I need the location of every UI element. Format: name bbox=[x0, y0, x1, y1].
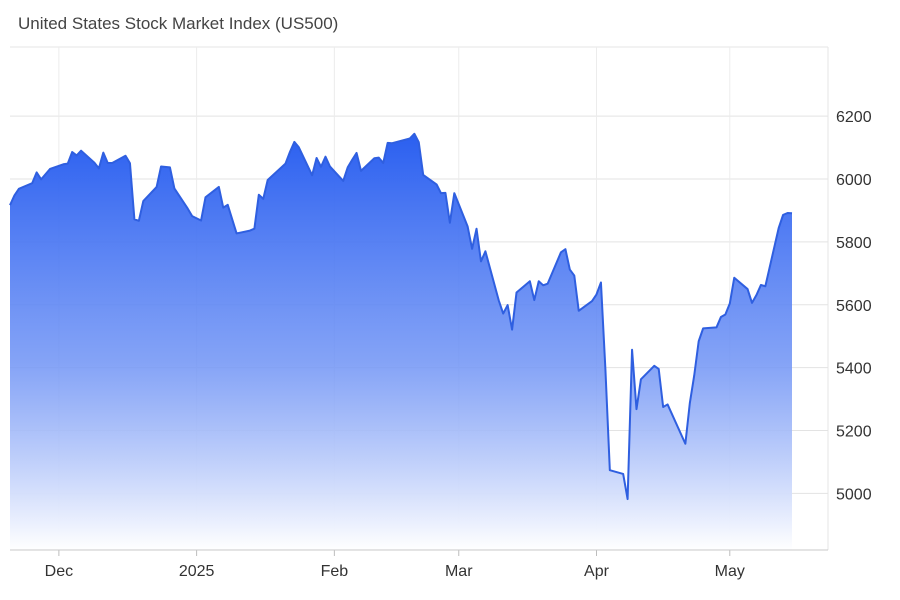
y-tick-label: 5600 bbox=[836, 298, 872, 315]
series-area-fill bbox=[10, 133, 792, 550]
series-line bbox=[9, 132, 793, 501]
y-tick-label: 5000 bbox=[836, 486, 872, 503]
x-tick-label: 2025 bbox=[179, 563, 215, 580]
axes: 5000 5200 5400 5600 5800 6000 6200 Dec 2025 Feb Ma… bbox=[10, 109, 872, 580]
x-tick-label: Mar bbox=[445, 563, 473, 580]
y-tick-label: 5200 bbox=[836, 424, 872, 441]
x-tick-label: Dec bbox=[45, 563, 73, 580]
x-tick-label: Apr bbox=[584, 563, 610, 580]
y-tick-label: 5800 bbox=[836, 235, 872, 252]
x-tick-label: Feb bbox=[321, 563, 349, 580]
chart-title: United States Stock Market Index (US500) bbox=[18, 14, 339, 33]
area-layer bbox=[9, 132, 793, 550]
x-tick-label: May bbox=[715, 563, 745, 580]
y-tick-label: 6000 bbox=[836, 172, 872, 189]
y-tick-label: 5400 bbox=[836, 361, 872, 378]
y-tick-label: 6200 bbox=[836, 109, 872, 126]
